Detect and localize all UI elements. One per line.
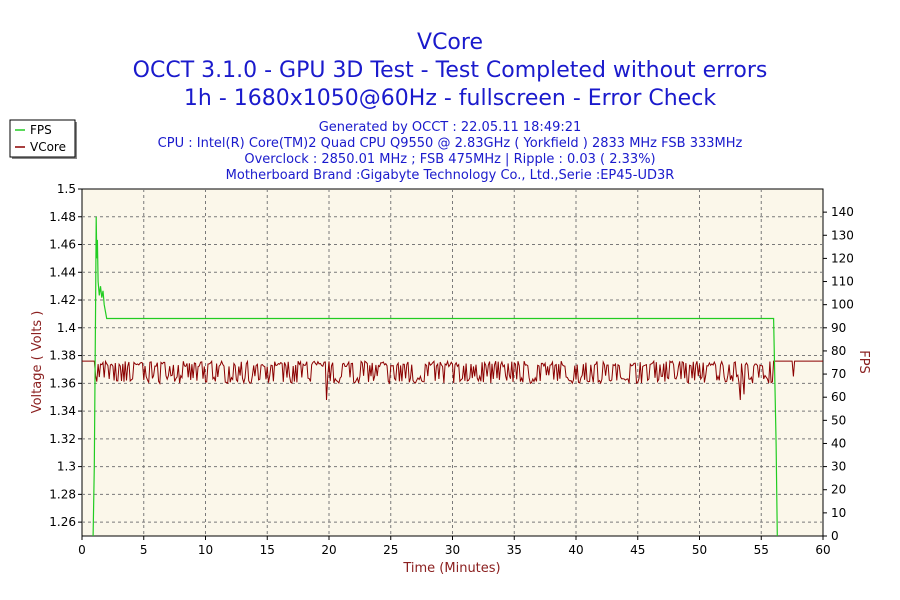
x-axis-ticks: 0 5 10 15 20 25 30 35 40 45 50 55 60 (78, 536, 831, 557)
y2-tick-label: 90 (831, 321, 846, 335)
y2-tick-label: 10 (831, 506, 846, 520)
chart-subtitle-2: 1h - 1680x1050@60Hz - fullscreen - Error… (184, 86, 716, 111)
y2-tick-label: 60 (831, 390, 846, 404)
x-tick-label: 5 (140, 543, 148, 557)
info-generated: Generated by OCCT : 22.05.11 18:49:21 (319, 120, 582, 135)
y-tick-label: 1.38 (49, 349, 76, 363)
y2-tick-label: 140 (831, 205, 854, 219)
x-tick-label: 55 (754, 543, 769, 557)
y-tick-label: 1.46 (49, 238, 76, 252)
x-tick-label: 45 (630, 543, 645, 557)
grid (82, 189, 823, 536)
y2-tick-label: 30 (831, 460, 846, 474)
y2-tick-label: 0 (831, 529, 839, 543)
y-tick-label: 1.36 (49, 376, 76, 390)
y-axis-ticks: 1.26 1.28 1.3 1.32 1.34 1.36 1.38 1.4 1.42 1.44 1.… (49, 182, 82, 529)
y-tick-label: 1.4 (57, 321, 76, 335)
y-axis-title: Voltage ( Volts ) (30, 311, 45, 414)
info-overclock: Overclock : 2850.01 MHz ; FSB 475MHz | R… (244, 152, 655, 167)
x-tick-label: 15 (260, 543, 275, 557)
y-tick-label: 1.44 (49, 265, 76, 279)
y2-tick-label: 80 (831, 344, 846, 358)
y2-tick-label: 120 (831, 251, 854, 265)
y2-tick-label: 110 (831, 275, 854, 289)
y2-axis-title: FPS (856, 350, 871, 374)
y2-tick-label: 100 (831, 298, 854, 312)
x-tick-label: 10 (198, 543, 213, 557)
y-tick-label: 1.26 (49, 515, 76, 529)
y-tick-label: 1.42 (49, 293, 76, 307)
y-tick-label: 1.28 (49, 487, 76, 501)
y2-tick-label: 50 (831, 413, 846, 427)
x-tick-label: 20 (321, 543, 336, 557)
chart-title: VCore (417, 30, 483, 55)
series-vcore-line (82, 359, 823, 401)
legend-box (9, 119, 76, 158)
x-tick-label: 60 (815, 543, 830, 557)
y2-tick-label: 130 (831, 228, 854, 242)
y-tick-label: 1.5 (57, 182, 76, 196)
y2-tick-label: 20 (831, 483, 846, 497)
legend-fps-label: FPS (30, 123, 52, 137)
y-tick-label: 1.34 (49, 404, 76, 418)
y2-axis-ticks: 0 10 20 30 40 50 60 70 80 90 100 110 120 130 140 (823, 205, 854, 543)
y2-tick-label: 70 (831, 367, 846, 381)
info-motherboard: Motherboard Brand :Gigabyte Technology C… (226, 168, 675, 183)
x-axis-title: Time (Minutes) (402, 561, 500, 576)
legend: FPS VCore (9, 119, 77, 159)
x-tick-label: 40 (568, 543, 583, 557)
x-tick-label: 30 (445, 543, 460, 557)
info-cpu: CPU : Intel(R) Core(TM)2 Quad CPU Q9550 … (158, 136, 743, 151)
x-tick-label: 0 (78, 543, 86, 557)
legend-vcore-label: VCore (30, 140, 66, 154)
y-tick-label: 1.32 (49, 432, 76, 446)
series-fps-line (92, 216, 778, 537)
x-tick-label: 50 (692, 543, 707, 557)
y-tick-label: 1.3 (57, 460, 76, 474)
x-tick-label: 25 (383, 543, 398, 557)
y2-tick-label: 40 (831, 436, 846, 450)
y-tick-label: 1.48 (49, 210, 76, 224)
x-tick-label: 35 (507, 543, 522, 557)
chart-subtitle-1: OCCT 3.1.0 - GPU 3D Test - Test Complete… (133, 58, 768, 83)
